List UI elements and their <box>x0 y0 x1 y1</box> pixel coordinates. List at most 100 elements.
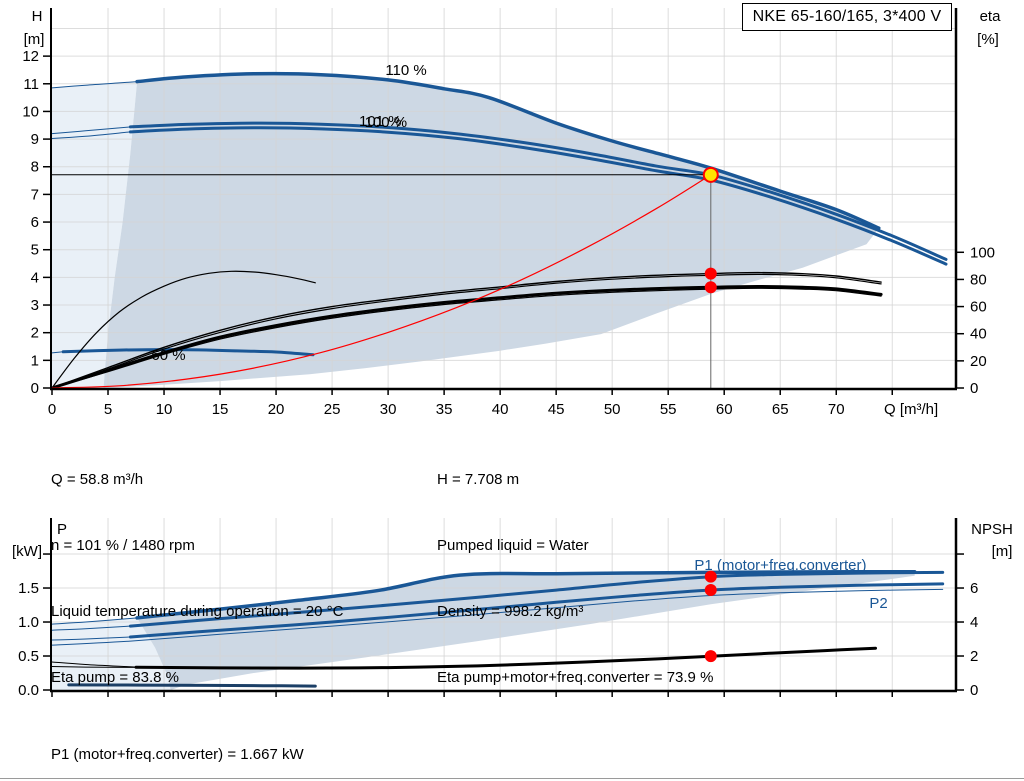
svg-text:1.5: 1.5 <box>18 580 39 597</box>
curve-60pct-ext <box>51 351 64 354</box>
qh-markers <box>702 166 719 294</box>
svg-text:12: 12 <box>22 48 39 65</box>
info-line-temperature: Liquid temperature during operation = 20… <box>51 603 344 620</box>
operating-point-info-right: H = 7.708 m Pumped liquid = Water Densit… <box>437 425 713 733</box>
window-bottom-edge <box>0 778 1024 779</box>
pump-model-title: NKE 65-160/165, 3*400 V <box>752 8 942 25</box>
info-line-p1: P1 (motor+freq.converter) = 1.667 kW <box>51 746 304 763</box>
svg-text:60: 60 <box>716 401 733 418</box>
power-npsh-axis-title: NPSH <box>971 521 1013 538</box>
operating-point-info: Q = 58.8 m³/h n = 101 % / 1480 rpm Liqui… <box>51 425 713 733</box>
power-npsh-axis-title: [kW] <box>12 543 42 560</box>
npsh-curve <box>134 646 877 670</box>
curve-101pct-ext <box>51 126 131 135</box>
svg-text:60: 60 <box>970 299 987 316</box>
eta-total-curve <box>50 284 883 390</box>
power-npsh-label: P2 <box>869 595 887 612</box>
power-npsh-markers <box>704 570 717 663</box>
svg-text:20: 20 <box>970 353 987 370</box>
eta-total-point <box>704 281 717 294</box>
power-npsh-info: P1 (motor+freq.converter) = 1.667 kW P2 … <box>51 700 304 781</box>
power-range-main <box>137 571 915 690</box>
svg-text:4: 4 <box>31 269 39 286</box>
svg-text:7: 7 <box>31 186 39 203</box>
power-npsh-axes: 0.0 0.5 1.0 1.5 0 2 4 6 <box>18 518 978 699</box>
svg-text:0: 0 <box>31 380 39 397</box>
svg-text:50: 50 <box>604 401 621 418</box>
qh-axis-title: [m] <box>24 31 45 48</box>
qh-label: 100 % <box>365 114 408 131</box>
svg-text:20: 20 <box>268 401 285 418</box>
power-npsh-chart: 0.0 0.5 1.0 1.5 0 2 4 6 P1 (motor+freq.converter… <box>12 518 1013 699</box>
operating-point-info-left: Q = 58.8 m³/h n = 101 % / 1480 rpm Liqui… <box>51 425 437 733</box>
qh-regions <box>52 73 879 389</box>
npsh-ext-1 <box>51 661 137 668</box>
svg-text:1: 1 <box>31 352 39 369</box>
curve-100pct <box>128 126 948 266</box>
power-npsh-series <box>51 569 945 688</box>
svg-text:45: 45 <box>548 401 565 418</box>
curve-100pct-ext <box>51 131 131 139</box>
power-npsh-axis-title: [m] <box>992 543 1013 560</box>
p1-ext <box>51 625 131 631</box>
p1-110pct-ext <box>51 617 138 625</box>
info-line-head: H = 7.708 m <box>437 471 520 488</box>
eta-total-curve-100 <box>51 287 882 389</box>
svg-text:100: 100 <box>970 244 995 261</box>
power-npsh-axis-title: P <box>57 521 67 538</box>
svg-text:0: 0 <box>970 682 978 699</box>
svg-text:0.0: 0.0 <box>18 682 39 699</box>
eta-pump-curve-100 <box>51 273 882 389</box>
svg-text:6: 6 <box>31 214 39 231</box>
info-line-density: Density = 998.2 kg/m³ <box>437 603 584 620</box>
svg-text:80: 80 <box>970 271 987 288</box>
p2-100pct <box>51 588 944 646</box>
svg-text:35: 35 <box>436 401 453 418</box>
qh-axis-title: eta <box>980 8 1002 25</box>
svg-text:9: 9 <box>31 131 39 148</box>
svg-text:65: 65 <box>772 401 789 418</box>
p1-point <box>704 570 717 583</box>
eta-curve-60pct <box>51 270 316 389</box>
p2-curve <box>128 582 945 639</box>
svg-text:6: 6 <box>970 580 978 597</box>
curve-60pct <box>61 348 315 357</box>
svg-text:0.5: 0.5 <box>18 648 39 665</box>
curve-title-box: NKE 65-160/165, 3*400 V <box>742 3 952 31</box>
info-line-q: Q = 58.8 m³/h <box>51 471 144 488</box>
eta-pump-point <box>704 267 717 280</box>
svg-text:55: 55 <box>660 401 677 418</box>
curve-110pct-ext <box>51 81 138 89</box>
svg-text:3: 3 <box>31 297 39 314</box>
qh-label: 60 % <box>151 347 185 364</box>
svg-text:70: 70 <box>828 401 845 418</box>
svg-text:40: 40 <box>970 326 987 343</box>
svg-text:2: 2 <box>31 325 39 342</box>
svg-text:5: 5 <box>104 401 112 418</box>
svg-text:1.0: 1.0 <box>18 614 39 631</box>
svg-text:0: 0 <box>970 380 978 397</box>
svg-text:25: 25 <box>324 401 341 418</box>
power-npsh-label: P1 (motor+freq.converter) <box>694 557 866 574</box>
svg-text:11: 11 <box>23 76 39 93</box>
p1-110pct <box>135 569 917 620</box>
svg-text:15: 15 <box>212 401 229 418</box>
eta-pump-curve <box>51 271 882 389</box>
info-line-speed: n = 101 % / 1480 rpm <box>51 537 195 554</box>
svg-text:40: 40 <box>492 401 509 418</box>
svg-text:4: 4 <box>970 614 978 631</box>
info-line-eta-pump: Eta pump = 83.8 % <box>51 669 179 686</box>
duty-range-light <box>52 81 138 388</box>
curve-101pct <box>128 121 948 261</box>
system-curve <box>51 174 712 389</box>
qh-gridlines <box>52 8 955 388</box>
npsh-ext-2 <box>51 666 137 668</box>
svg-text:10: 10 <box>156 401 173 418</box>
p2-ext <box>51 636 131 641</box>
qh-axis-title: [%] <box>977 31 999 48</box>
svg-text:2: 2 <box>970 648 978 665</box>
